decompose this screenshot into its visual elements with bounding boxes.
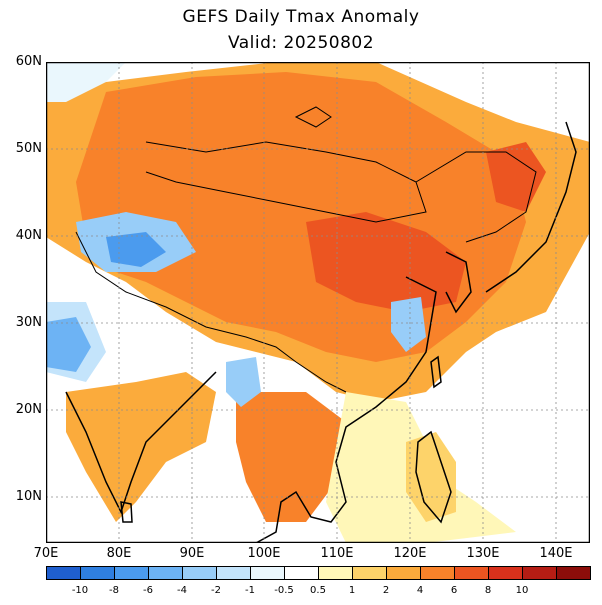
russia-china-border [415, 151, 537, 243]
colorbar-label: 4 [416, 585, 424, 596]
anomaly-map [46, 62, 590, 543]
colorbar-box [386, 566, 421, 580]
cool-yangtze-coast [391, 297, 426, 352]
country-borders [75, 106, 537, 393]
baikal-lake [294, 106, 332, 128]
map-subtitle: Valid: 20250802 [227, 33, 375, 53]
cool-pakistan [46, 317, 91, 372]
colorbar-box [318, 566, 353, 580]
colorbar-label: -2 [211, 585, 221, 596]
philippines [415, 430, 452, 524]
colorbar-label: -1 [245, 585, 255, 596]
colorbar-box [454, 566, 489, 580]
taiwan [430, 355, 442, 389]
colorbar-label: -4 [177, 585, 187, 596]
warm-se-asia [236, 392, 346, 522]
colorbar-box [182, 566, 217, 580]
colorbar-label: 8 [484, 585, 492, 596]
colorbar-label: 1 [348, 585, 356, 596]
colorbar-box [148, 566, 183, 580]
colorbar-box [46, 566, 81, 580]
graticule [46, 62, 590, 543]
lon-label-110e: 110E [320, 546, 354, 561]
colorbar-box [250, 566, 285, 580]
warm-philippines [406, 432, 456, 522]
colorbar-label: -10 [71, 585, 89, 596]
lat-label-30n: 30N [15, 315, 42, 330]
lat-label-40n: 40N [15, 228, 42, 243]
lon-label-140e: 140E [539, 546, 573, 561]
colorbar-box [284, 566, 319, 580]
lon-label-90e: 90E [179, 546, 205, 561]
colorbar-label: -0.5 [274, 585, 294, 596]
lon-label-120e: 120E [393, 546, 427, 561]
lon-label-100e: 100E [247, 546, 281, 561]
lat-label-50n: 50N [15, 141, 42, 156]
mainland-coast [255, 276, 437, 543]
colorbar-label: -6 [143, 585, 153, 596]
lon-label-130e: 130E [466, 546, 500, 561]
colorbar-label: 0.5 [310, 585, 326, 596]
warm-core-ne-china [486, 142, 546, 212]
colorbar-box [556, 566, 591, 580]
lat-label-20n: 20N [15, 402, 42, 417]
sri-lanka [120, 501, 133, 523]
colorbar [46, 566, 591, 580]
map-frame [46, 62, 590, 543]
colorbar-label: 2 [382, 585, 390, 596]
colorbar-label: 6 [450, 585, 458, 596]
colorbar-box [488, 566, 523, 580]
colorbar-box [352, 566, 387, 580]
china-west-border [75, 231, 347, 393]
colorbar-label: 10 [515, 585, 529, 596]
colorbar-box [216, 566, 251, 580]
cool-northwest [46, 62, 126, 102]
map-title: GEFS Daily Tmax Anomaly [182, 7, 420, 27]
india-coast [65, 371, 217, 514]
lat-label-10n: 10N [15, 489, 42, 504]
lon-label-80e: 80E [106, 546, 132, 561]
mongolia-border [145, 141, 427, 223]
lon-label-70e: 70E [33, 546, 59, 561]
colorbar-box [522, 566, 557, 580]
cool-bangladesh [226, 357, 261, 407]
cool-core-tianshan [106, 232, 166, 267]
colorbar-label: -8 [109, 585, 119, 596]
colorbar-box [80, 566, 115, 580]
lat-label-60n: 60N [15, 54, 42, 69]
colorbar-box [114, 566, 149, 580]
map-canvas [46, 62, 590, 543]
colorbar-box [420, 566, 455, 580]
